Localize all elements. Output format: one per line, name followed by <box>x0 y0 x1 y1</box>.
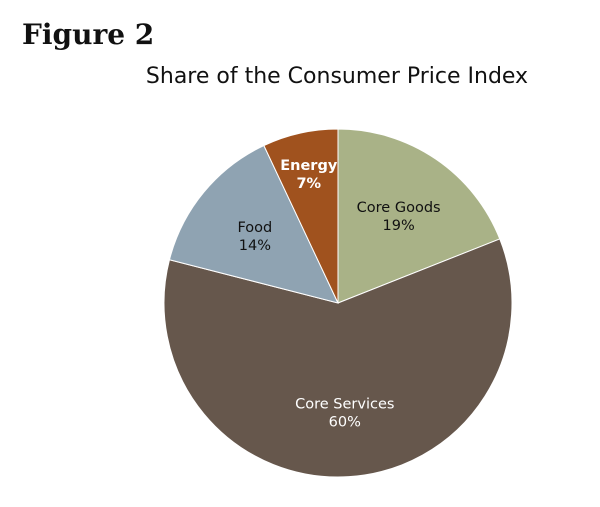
pie-slice-label-food: Food <box>237 220 272 236</box>
pie-slice-value-food: 14% <box>239 238 271 254</box>
pie-slice-label-core-goods: Core Goods <box>357 200 441 216</box>
pie-slice-value-energy: 7% <box>296 176 321 192</box>
pie-slice-label-energy: Energy <box>280 158 338 174</box>
pie-labels: Core Goods 19% Core Services 60% Food 14% Ener… <box>237 158 440 430</box>
chart-title: Share of the Consumer Price Index <box>145 64 529 89</box>
pie-slice-core-services <box>163 238 513 478</box>
pie-slice-core-goods <box>337 128 501 304</box>
pie-slice-value-core-goods: 19% <box>383 218 415 234</box>
pie-slice-value-core-services: 60% <box>329 415 361 431</box>
pie-slice-label-core-services: Core Services <box>295 397 394 413</box>
figure-label: Figure 2 <box>22 18 155 51</box>
pie-slice-food <box>168 144 339 304</box>
pie-slices <box>163 128 513 478</box>
pie-slice-energy <box>263 128 339 304</box>
